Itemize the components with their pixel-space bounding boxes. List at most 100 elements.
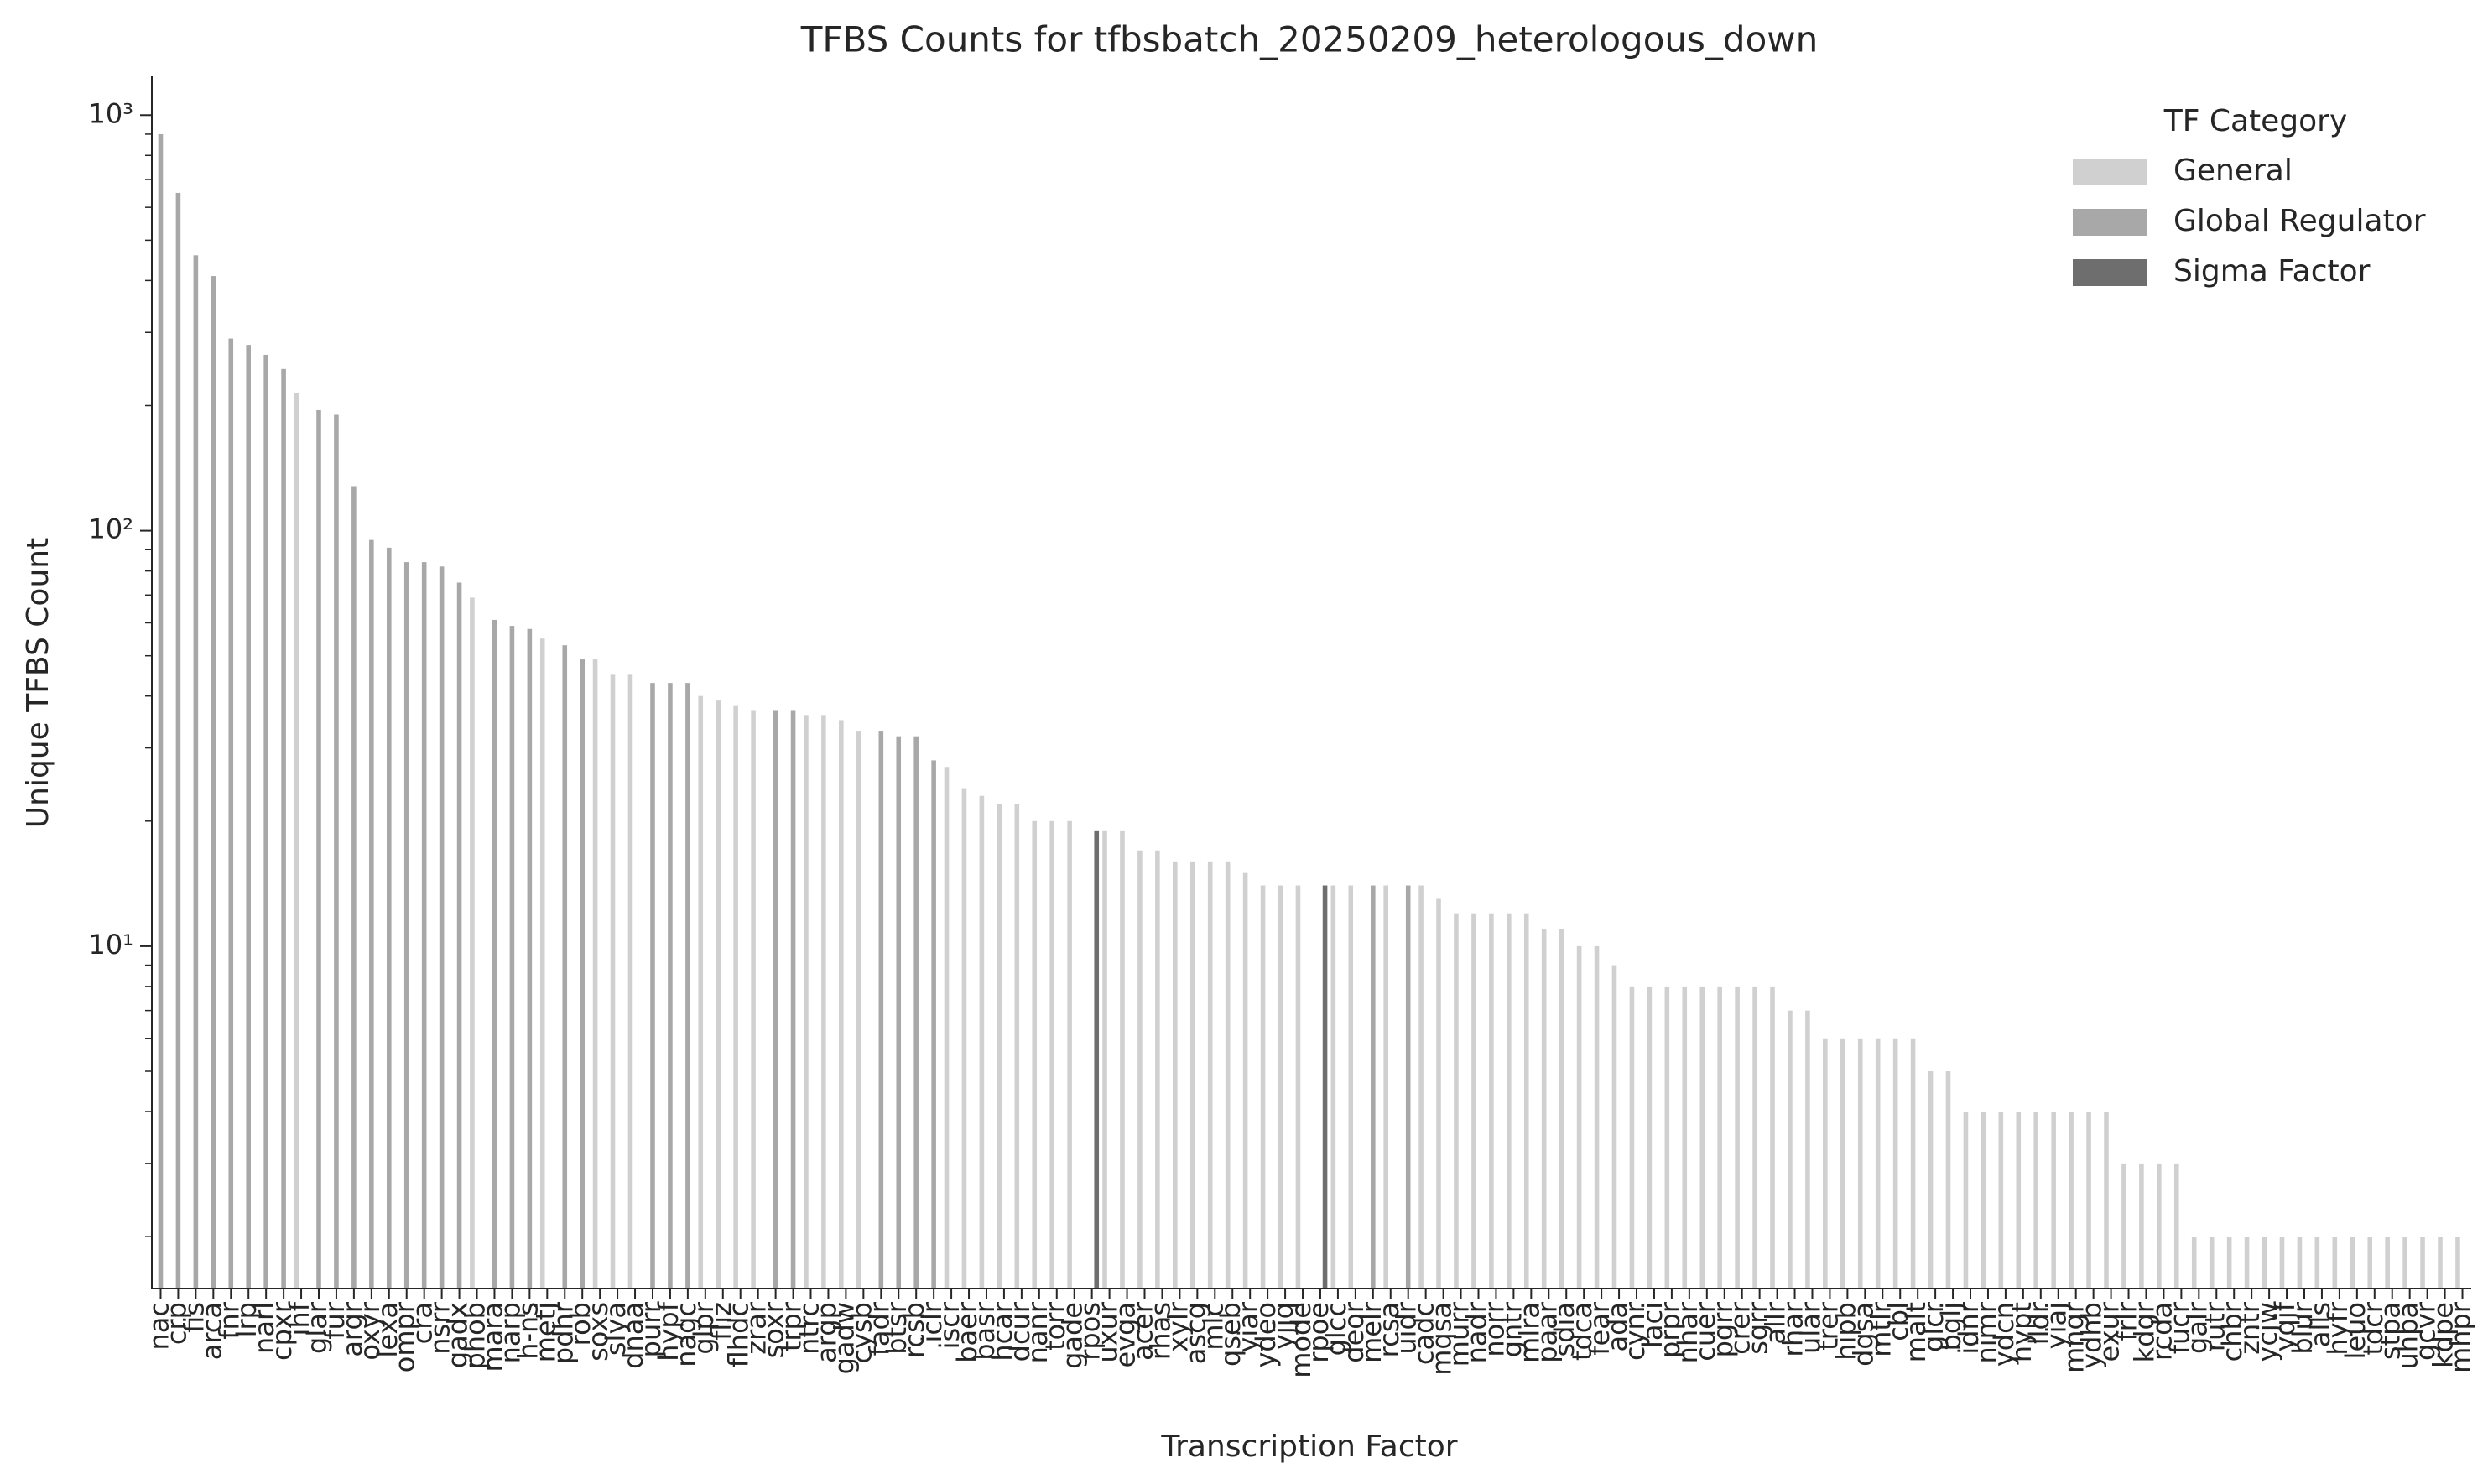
bar: [492, 619, 497, 1289]
bar: [580, 659, 585, 1289]
x-tick-label: ihf: [284, 1301, 315, 1336]
bar: [2033, 1112, 2039, 1289]
bar: [334, 414, 339, 1289]
legend-swatch: [2073, 159, 2147, 185]
bar: [1032, 820, 1038, 1289]
bar: [839, 720, 844, 1289]
bar: [2350, 1237, 2355, 1289]
x-tick-label: gadx: [442, 1302, 474, 1368]
bar: [1189, 861, 1195, 1289]
bar: [2438, 1237, 2443, 1289]
bar: [1541, 929, 1547, 1289]
x-tick-label: fnr: [213, 1301, 245, 1340]
bar: [2420, 1237, 2425, 1289]
x-tick-label: prpr: [1654, 1301, 1686, 1358]
x-tick-label: alls: [2304, 1302, 2336, 1347]
x-tick-label: gadw: [828, 1302, 860, 1374]
x-tick-label: paar: [1531, 1301, 1563, 1363]
bar: [2279, 1237, 2285, 1289]
x-tick-label: torr: [1039, 1301, 1071, 1351]
x-tick-label: norr: [1478, 1301, 1510, 1356]
bar: [1717, 986, 1722, 1289]
x-tick-label: leuo: [2340, 1302, 2371, 1359]
x-tick-label: purr: [635, 1301, 667, 1357]
bar: [1892, 1038, 1898, 1289]
x-tick-label: melr: [1356, 1301, 1387, 1363]
legend-swatch: [2073, 209, 2147, 236]
bar: [2297, 1237, 2303, 1289]
x-tick-label: rcda: [2146, 1302, 2178, 1361]
bar: [509, 626, 515, 1289]
x-tick-label: hypf: [653, 1301, 684, 1362]
x-tick-label: gntr: [1496, 1301, 1528, 1357]
x-tick-label: rcsa: [1373, 1302, 1405, 1357]
x-tick-label: ydhb: [2076, 1302, 2108, 1369]
x-tick-label: iscr: [934, 1301, 966, 1349]
x-tick-label: nadr: [1460, 1301, 1492, 1363]
x-tick-label: mtlr: [1865, 1301, 1897, 1357]
x-tick-label: fis: [178, 1302, 210, 1333]
x-tick-label: metj: [529, 1302, 561, 1362]
x-tick-label: nimr: [1970, 1301, 2002, 1363]
bar: [716, 700, 721, 1289]
bar: [2016, 1112, 2022, 1289]
x-tick-label: ompr: [389, 1301, 421, 1372]
bar: [1137, 850, 1143, 1289]
bar: [1664, 986, 1670, 1289]
bar: [856, 731, 861, 1289]
bar: [1910, 1038, 1916, 1289]
x-tick-label: fur: [319, 1301, 351, 1340]
bar: [961, 788, 967, 1289]
bar: [175, 192, 181, 1289]
bar: [2139, 1163, 2144, 1289]
x-tick-label: crp: [160, 1302, 192, 1345]
x-tick-label: btsr: [881, 1301, 913, 1355]
bar: [2332, 1237, 2338, 1289]
x-tick-label: murr: [1444, 1301, 1476, 1367]
bar: [1067, 820, 1072, 1289]
bar: [1523, 913, 1529, 1289]
x-tick-label: hipb: [1830, 1302, 1861, 1361]
x-tick-label: narl: [248, 1302, 280, 1354]
bar: [1752, 986, 1757, 1289]
x-tick-label: kdgr: [2128, 1301, 2160, 1362]
bar: [931, 760, 936, 1289]
bar: [2226, 1237, 2232, 1289]
bar: [281, 368, 286, 1289]
x-tick-label: hyfr: [2322, 1301, 2354, 1355]
x-tick-label: pdhr: [547, 1301, 579, 1364]
x-tick-label: rcsb: [898, 1302, 930, 1358]
bar: [685, 683, 690, 1289]
x-tick-label: pgrr: [1707, 1301, 1739, 1357]
x-tick-label: kdpe: [2428, 1302, 2459, 1368]
x-tick-label: chbr: [2216, 1301, 2248, 1362]
x-tick-label: xylr: [1162, 1301, 1194, 1352]
x-tick-label: evga: [1110, 1302, 1142, 1368]
x-tick-label: nhar: [1672, 1301, 1704, 1363]
bar: [2314, 1237, 2320, 1289]
bar: [1840, 1038, 1845, 1289]
x-tick-label: zntr: [2234, 1301, 2266, 1355]
bar: [527, 628, 533, 1289]
bar: [2262, 1237, 2267, 1289]
bar: [2455, 1237, 2460, 1289]
bar: [1576, 945, 1582, 1289]
x-tick-label: dgsa: [1847, 1302, 1879, 1367]
x-tick-label: rhar: [1778, 1301, 1809, 1356]
x-tick-label: tdca: [1566, 1302, 1598, 1361]
x-tick-label: fear: [1584, 1301, 1616, 1356]
bar: [2104, 1112, 2109, 1289]
bar: [1805, 1010, 1810, 1289]
x-tick-label: mhpr: [2445, 1301, 2477, 1373]
bar: [1682, 986, 1688, 1289]
bar: [263, 354, 268, 1289]
bar: [158, 133, 164, 1289]
bar: [1857, 1038, 1863, 1289]
bar: [386, 547, 392, 1289]
x-tick-label: hypt: [2006, 1302, 2038, 1362]
x-tick-label: lldr: [2023, 1301, 2055, 1345]
x-tick-label: mara: [476, 1302, 508, 1372]
bar: [193, 255, 199, 1289]
bar: [1699, 986, 1705, 1289]
